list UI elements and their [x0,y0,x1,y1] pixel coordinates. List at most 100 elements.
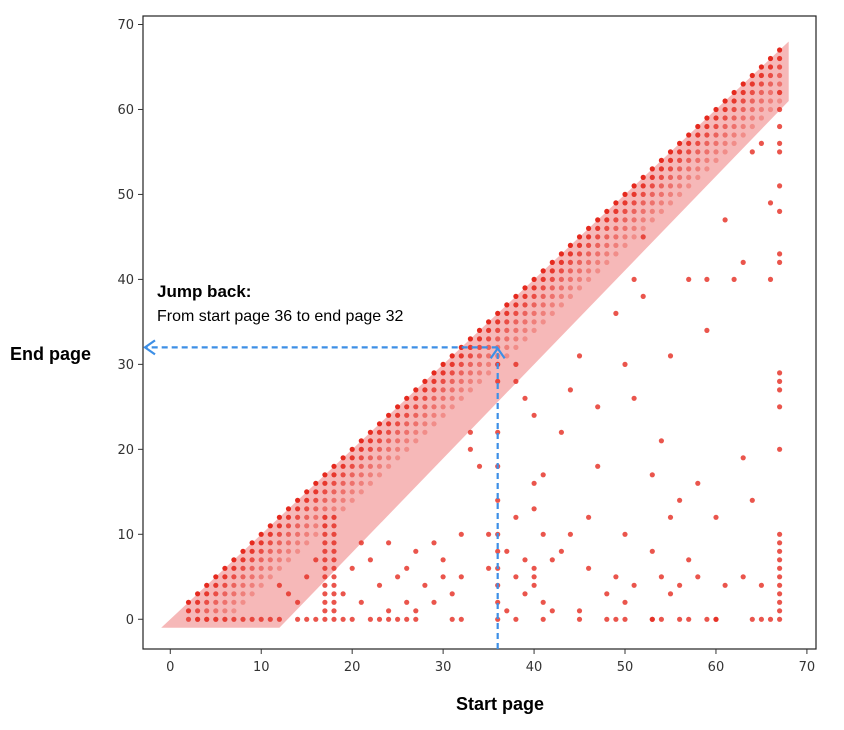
data-point [622,616,628,622]
data-point [758,616,765,622]
data-point [413,616,419,622]
data-point [777,259,783,265]
diagonal-point [476,327,483,333]
diagonal-point [522,293,528,299]
data-point [331,608,337,614]
diagonal-point [267,548,273,554]
diagonal-point [222,608,228,614]
data-point [322,599,328,605]
diagonal-point [558,259,565,265]
diagonal-point [567,268,574,274]
diagonal-point [540,285,546,291]
diagonal-point [722,149,728,155]
data-point [513,616,519,622]
diagonal-point [686,132,692,138]
data-point [322,523,328,529]
diagonal-point [686,166,692,172]
data-point [231,616,237,622]
diagonal-point [295,523,301,529]
data-point [649,616,655,622]
diagonal-point [595,217,601,223]
data-point [322,574,328,580]
diagonal-point [495,310,501,316]
diagonal-point [667,174,674,180]
diagonal-point [576,251,583,257]
x-tick-label: 70 [799,660,816,675]
diagonal-point [231,591,237,597]
data-point [458,574,464,580]
diagonal-point [331,506,337,512]
diagonal-point [658,183,665,189]
diagonal-point [285,506,292,512]
diagonal-point [185,616,192,622]
diagonal-point [340,463,346,469]
diagonal-point [513,293,519,299]
diagonal-point [513,310,519,316]
diagonal-point [567,251,574,257]
diagonal-point [458,378,464,384]
diagonal-point [704,140,710,146]
diagonal-point [413,395,419,401]
diagonal-point [395,404,401,410]
diagonal-point [295,506,301,512]
data-point [322,565,328,571]
data-point [767,200,774,206]
diagonal-point [558,276,565,282]
data-point [777,404,783,410]
diagonal-point [777,64,783,70]
data-point [667,353,674,359]
diagonal-point [722,115,728,121]
diagonal-point [349,463,355,469]
diagonal-point [631,208,637,214]
data-point [322,540,328,546]
x-tick-label: 30 [435,660,452,675]
diagonal-point [422,429,428,435]
diagonal-point [349,455,355,461]
diagonal-point [267,531,273,537]
diagonal-point [531,293,537,299]
diagonal-point [440,387,446,393]
data-point [767,616,774,622]
y-tick-label: 20 [117,443,134,458]
data-point [395,574,401,580]
data-point [622,361,628,367]
data-point [467,429,473,435]
diagonal-point [467,336,473,342]
data-point [558,429,565,435]
y-tick-label: 40 [117,273,134,288]
diagonal-point [549,259,555,265]
diagonal-point [476,378,483,384]
diagonal-point [467,361,473,367]
diagonal-point [749,89,755,96]
diagonal-band [161,41,789,628]
data-point [276,616,282,622]
diagonal-point [758,64,765,70]
data-point [758,140,765,146]
diagonal-point [595,251,601,257]
data-point [613,616,619,622]
data-point [777,149,783,155]
data-point [504,608,510,614]
data-point [777,599,783,605]
data-point [531,574,537,580]
diagonal-point [667,200,674,206]
diagonal-point [677,174,683,180]
data-point [395,616,401,622]
data-point [422,582,428,588]
data-point [777,531,783,537]
diagonal-point [504,344,510,350]
diagonal-point [413,404,419,410]
diagonal-point [740,115,746,121]
diagonal-point [713,106,719,113]
diagonal-point [695,166,701,172]
data-point [704,616,710,622]
diagonal-point [340,506,346,512]
diagonal-point [404,421,410,427]
data-point [777,608,783,614]
diagonal-point [204,591,210,597]
data-point [386,540,392,546]
diagonal-point [222,565,228,571]
diagonal-point [467,370,473,376]
diagonal-point [295,540,301,546]
data-point [431,540,437,546]
